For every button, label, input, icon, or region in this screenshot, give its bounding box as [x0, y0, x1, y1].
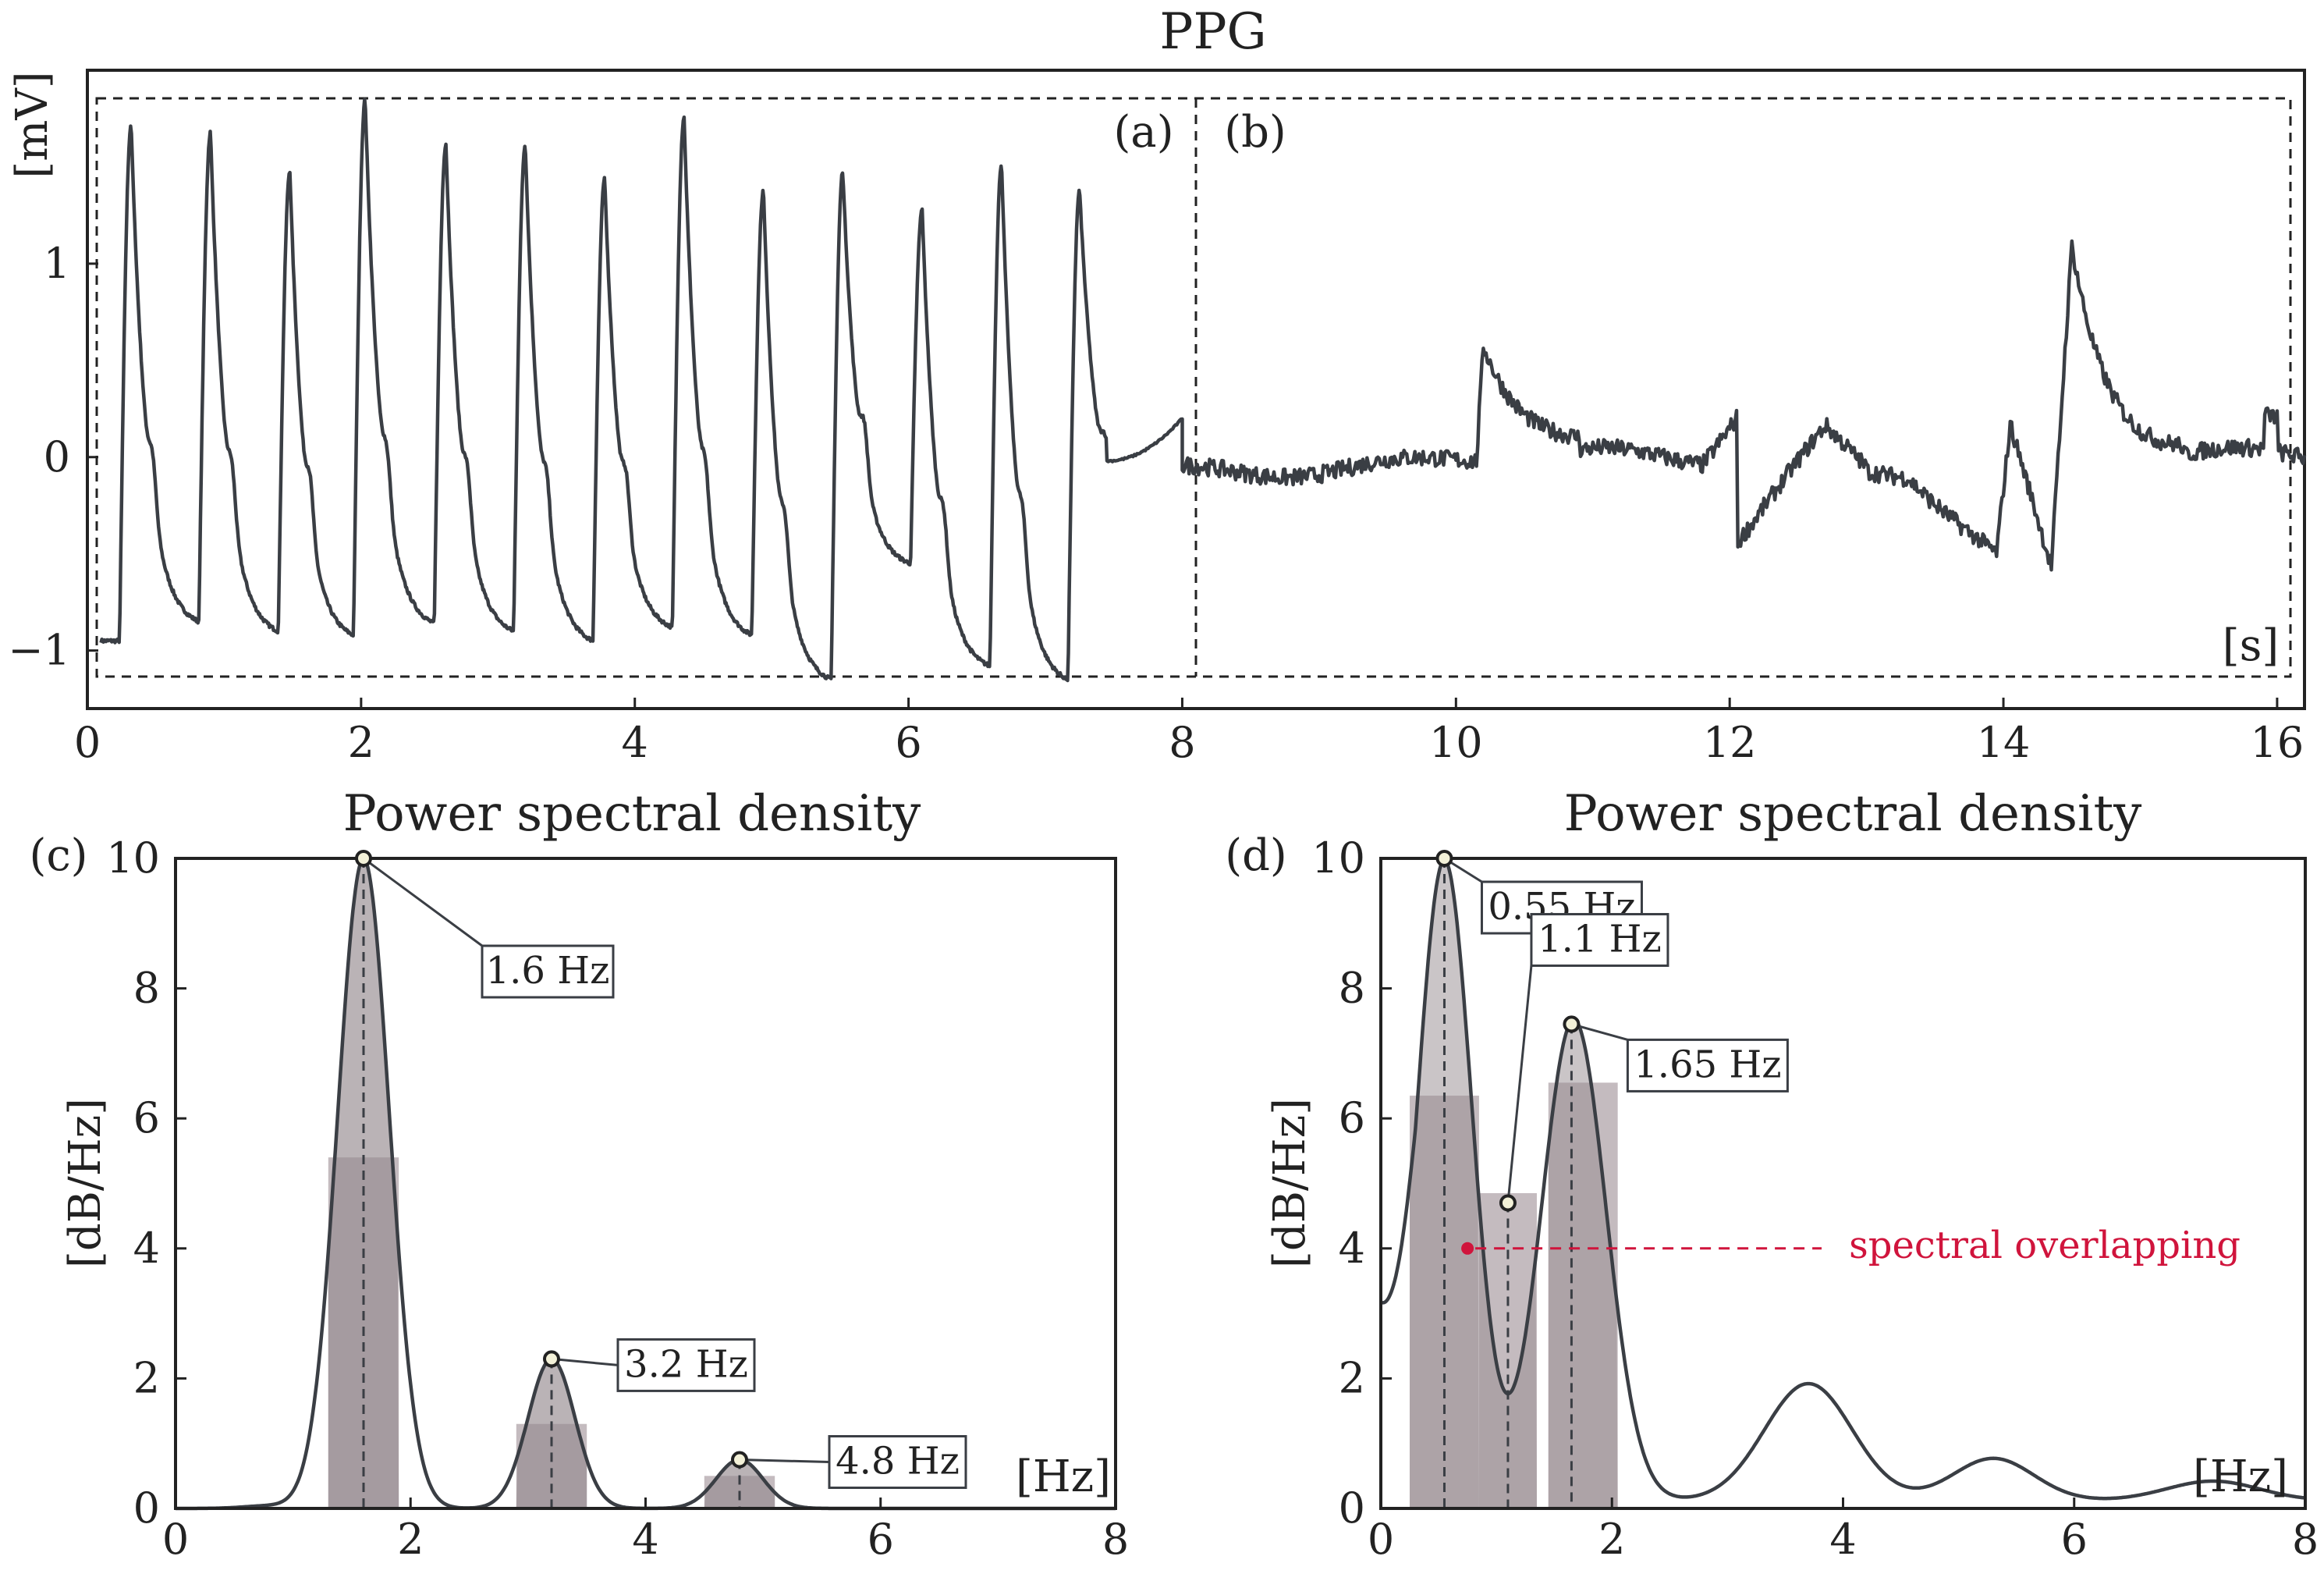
psd-d-peak-label: 1.65 Hz — [1634, 1043, 1781, 1086]
psd-d-peak-marker — [1499, 1194, 1517, 1212]
psd-c-y-tick-label: 0 — [133, 1483, 160, 1533]
ppg-x-tick-label: 12 — [1703, 718, 1757, 767]
ppg-x-tick-label: 0 — [74, 718, 101, 767]
psd-c-y-tick-label: 8 — [133, 964, 160, 1013]
psd-d-ylabel: [dB/Hz] — [1265, 1098, 1315, 1268]
overlap-label: spectral overlapping — [1849, 1224, 2241, 1267]
psd-c-label-box — [828, 1435, 967, 1490]
ppg-y-ticks: −1 0 1 — [8, 239, 98, 675]
ppg-x-tick-label: 8 — [1169, 718, 1195, 767]
ppg-title: PPG — [1159, 3, 1266, 61]
psd-c-series-line — [176, 856, 1116, 1511]
panel-label-c: (c) — [29, 830, 87, 881]
psd-c-leader-line — [551, 1357, 619, 1366]
psd-d-leader-line — [1571, 1022, 1628, 1041]
psd-d-x-ticks: 0 2 4 6 8 — [1368, 1498, 2319, 1564]
psd-d-title: Power spectral density — [1564, 785, 2142, 843]
psd-c-x-tick-label: 8 — [1102, 1515, 1129, 1564]
psd-c-peak-label: 1.6 Hz — [486, 949, 610, 993]
psd-c-x-ticks: 0 2 4 6 8 — [162, 1498, 1129, 1564]
psd-d-origin-label: 0 — [1339, 1483, 1365, 1533]
panel-label-d: (d) — [1225, 830, 1287, 881]
ppg-x-ticks: 0 2 4 6 8 10 12 14 16 — [74, 698, 2304, 767]
psd-d-x-tick-label: 0 — [1368, 1515, 1394, 1564]
psd-d-x-tick-label: 6 — [2061, 1515, 2088, 1564]
psd-d-y-tick-label: 10 — [1311, 833, 1365, 883]
psd-chart-c: Power spectral density 0 2 4 6 8 0 2 4 6 8 10 1.6… — [29, 785, 1129, 1564]
psd-c-axes-frame — [174, 857, 1117, 1510]
psd-d-y-tick-label: 2 — [1339, 1353, 1365, 1402]
ppg-x-tick-label: 4 — [622, 718, 648, 767]
psd-c-peak-marker — [543, 1350, 560, 1368]
psd-d-label-box — [1626, 1038, 1789, 1092]
ppg-xlabel: [s] — [2223, 620, 2279, 671]
psd-d-xlabel: [Hz] — [2193, 1451, 2288, 1502]
psd-d-y-tick-label: 6 — [1339, 1093, 1365, 1142]
ppg-axes-frame — [86, 69, 2306, 710]
psd-c-y-ticks: 0 2 4 6 8 10 — [106, 833, 186, 1533]
psd-c-label-box — [616, 1338, 756, 1392]
psd-c-y-tick-label: 6 — [133, 1093, 160, 1142]
psd-d-peak-marker — [1435, 850, 1453, 867]
psd-c-title: Power spectral density — [343, 785, 921, 843]
ppg-ylabel: [mV] — [7, 71, 58, 178]
psd-c-x-tick-label: 4 — [632, 1515, 658, 1564]
psd-d-x-tick-label: 8 — [2292, 1515, 2319, 1564]
psd-c-peak-marker — [731, 1451, 748, 1469]
psd-d-y-tick-label: 8 — [1339, 964, 1365, 1013]
psd-c-xlabel: [Hz] — [1016, 1451, 1111, 1502]
ppg-chart: PPG 0 2 4 6 8 10 12 14 16 −101 [mV] [s] (a) (b) — [7, 3, 2307, 767]
psd-d-y-ticks: 2 4 6 8 10 0 — [1311, 833, 1392, 1533]
psd-c-y-tick-label: 2 — [133, 1353, 160, 1402]
ppg-x-tick-label: 16 — [2251, 718, 2304, 767]
psd-c-peak-marker — [355, 850, 372, 867]
panel-label-a: (a) — [1113, 107, 1173, 158]
psd-d-peak-label: 1.1 Hz — [1538, 917, 1662, 961]
ppg-y-tick-label: 1 — [44, 239, 70, 288]
psd-c-leader-line — [363, 857, 483, 947]
psd-c-label-box — [481, 944, 615, 999]
psd-d-y-tick-label: 4 — [1339, 1224, 1365, 1273]
psd-d-label-box — [1530, 912, 1669, 967]
psd-d-x-tick-label: 4 — [1829, 1515, 1856, 1564]
psd-c-x-tick-label: 0 — [162, 1515, 189, 1564]
psd-c-y-tick-label: 4 — [133, 1224, 160, 1273]
psd-d-annotations: 0.55 Hz1.1 Hz1.65 Hz — [1435, 850, 1789, 1212]
psd-d-peak-lines — [1442, 858, 1573, 1508]
panel-label-b: (b) — [1224, 107, 1286, 158]
ppg-x-tick-label: 2 — [348, 718, 374, 767]
psd-c-leader-line — [739, 1458, 830, 1464]
psd-c-x-tick-label: 6 — [868, 1515, 894, 1564]
psd-d-x-tick-label: 2 — [1598, 1515, 1625, 1564]
ppg-x-tick-label: 10 — [1429, 718, 1483, 767]
psd-d-peak-marker — [1563, 1015, 1581, 1033]
psd-c-peak-label: 4.8 Hz — [836, 1440, 960, 1483]
ppg-y-tick-label: −1 — [8, 626, 70, 675]
psd-c-annotations: 1.6 Hz 3.2 Hz 4.8 Hz — [355, 850, 967, 1490]
segment-box — [95, 97, 2292, 678]
psd-d-series-line — [1380, 858, 2306, 1501]
ppg-y-tick-label: 0 — [44, 432, 70, 481]
psd-c-ylabel: [dB/Hz] — [60, 1098, 111, 1268]
psd-c-peak-label: 3.2 Hz — [624, 1342, 748, 1386]
ppg-x-tick-label: 6 — [895, 718, 921, 767]
psd-c-x-tick-label: 2 — [397, 1515, 424, 1564]
psd-d-leader-line — [1506, 965, 1533, 1203]
overlap-marker — [1461, 1242, 1474, 1255]
ppg-x-tick-label: 14 — [1977, 718, 2031, 767]
ppg-series-line — [99, 97, 2307, 683]
psd-c-y-tick-label: 10 — [106, 833, 160, 883]
psd-d-peak-fill — [1410, 860, 1618, 1508]
